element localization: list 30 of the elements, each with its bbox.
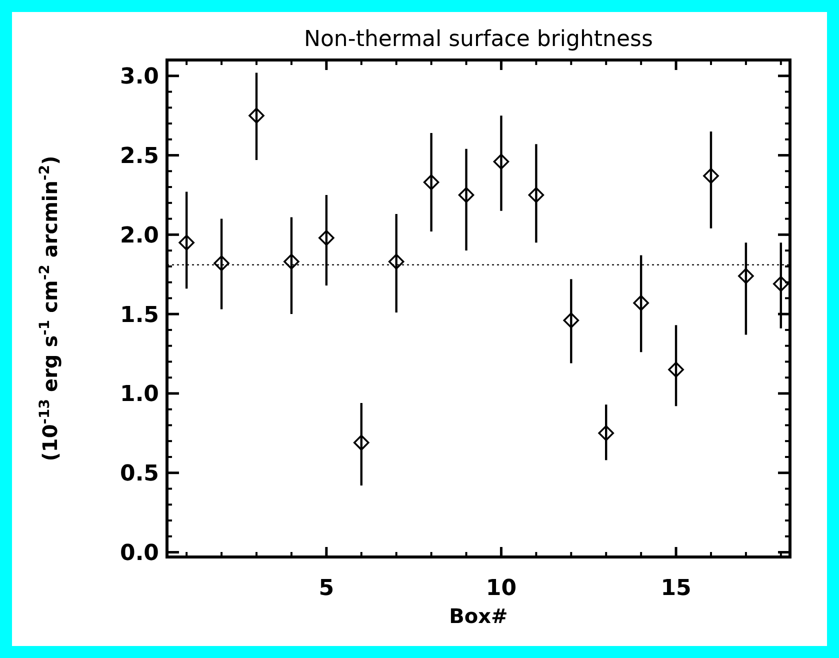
point: [773, 276, 789, 292]
point: [178, 234, 194, 251]
point: [703, 168, 719, 184]
y-tick-label: 1.5: [120, 302, 159, 328]
point: [214, 255, 230, 272]
point: [493, 154, 510, 170]
point: [318, 230, 334, 246]
x-tick-label: 15: [660, 576, 692, 601]
chart-title: Non-thermal surface brightness: [304, 27, 653, 52]
point: [598, 425, 614, 442]
point: [528, 187, 544, 203]
x-tick-label: 10: [486, 576, 517, 601]
x-axis-title: Box#: [449, 604, 508, 628]
point: [563, 312, 580, 328]
point: [633, 295, 649, 311]
point: [388, 254, 404, 270]
point: [423, 174, 440, 190]
y-tick-label: 2.0: [120, 223, 159, 248]
point: [458, 187, 474, 203]
point: [284, 254, 300, 270]
point: [353, 434, 370, 451]
x-tick-label: 5: [318, 576, 334, 601]
y-tick-label: 0.5: [120, 462, 159, 487]
y-tick-label: 1.0: [120, 382, 159, 408]
y-tick-label: 0.0: [120, 540, 159, 566]
y-tick-label: 3.0: [120, 64, 159, 90]
point: [738, 268, 754, 284]
point: [248, 108, 264, 124]
y-tick-label: 2.5: [120, 144, 159, 169]
point: [668, 362, 684, 378]
